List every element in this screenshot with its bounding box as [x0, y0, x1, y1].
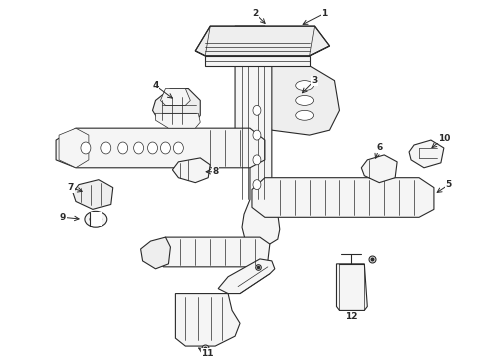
Ellipse shape [295, 95, 314, 105]
Text: 3: 3 [312, 76, 318, 85]
Text: 9: 9 [60, 213, 66, 222]
Polygon shape [252, 178, 434, 217]
Polygon shape [172, 158, 210, 183]
Ellipse shape [253, 180, 261, 190]
Ellipse shape [81, 142, 91, 154]
Polygon shape [409, 140, 444, 168]
Ellipse shape [118, 142, 128, 154]
Polygon shape [73, 180, 113, 210]
Text: 11: 11 [201, 348, 214, 357]
Ellipse shape [85, 211, 107, 227]
Ellipse shape [147, 142, 157, 154]
Text: 7: 7 [68, 183, 74, 192]
Ellipse shape [253, 155, 261, 165]
Polygon shape [196, 26, 329, 56]
Text: 1: 1 [321, 9, 328, 18]
Polygon shape [235, 26, 280, 247]
Polygon shape [265, 66, 340, 135]
Polygon shape [175, 294, 240, 346]
Text: 8: 8 [212, 167, 219, 176]
Polygon shape [152, 237, 270, 267]
Ellipse shape [253, 105, 261, 115]
Polygon shape [152, 89, 200, 128]
Polygon shape [56, 128, 265, 168]
Text: 4: 4 [152, 81, 159, 90]
Ellipse shape [173, 142, 183, 154]
Polygon shape [337, 264, 368, 310]
Polygon shape [361, 155, 397, 183]
Polygon shape [141, 237, 171, 269]
Ellipse shape [134, 142, 144, 154]
Polygon shape [205, 56, 310, 66]
Polygon shape [90, 212, 102, 226]
Ellipse shape [161, 142, 171, 154]
Polygon shape [161, 89, 190, 105]
Text: 2: 2 [252, 9, 258, 18]
Polygon shape [59, 128, 89, 168]
Text: 6: 6 [376, 144, 382, 153]
Ellipse shape [253, 130, 261, 140]
Text: 10: 10 [438, 134, 450, 143]
Ellipse shape [295, 81, 314, 90]
Text: 12: 12 [345, 312, 358, 321]
Ellipse shape [101, 142, 111, 154]
Polygon shape [155, 113, 200, 128]
Ellipse shape [90, 215, 102, 223]
Ellipse shape [295, 111, 314, 120]
Polygon shape [218, 259, 275, 294]
Text: 5: 5 [446, 180, 452, 189]
